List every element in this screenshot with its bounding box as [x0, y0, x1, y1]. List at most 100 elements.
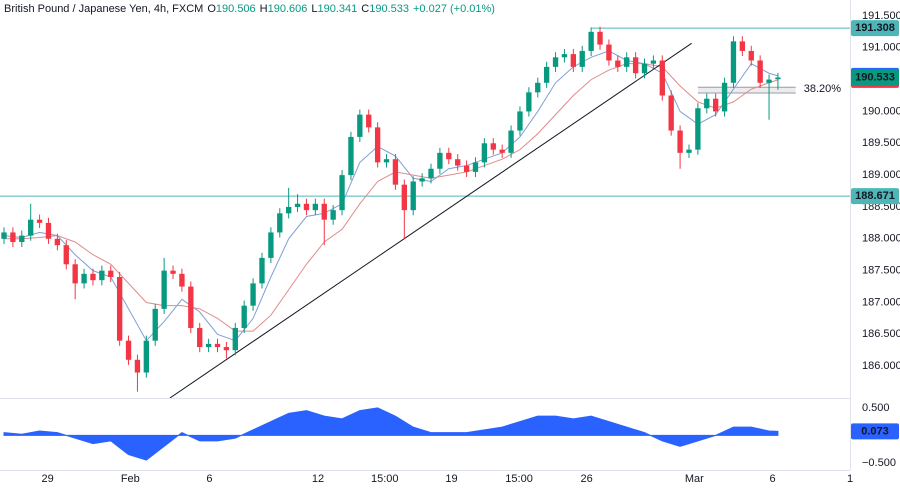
y-tick-label: 191.500	[862, 10, 900, 22]
candle-body	[677, 130, 683, 153]
candle-body	[72, 264, 78, 284]
candle-body	[197, 327, 203, 348]
candle-body	[650, 60, 657, 64]
y-tick-label: 186.000	[862, 360, 900, 372]
candle-body	[134, 359, 141, 373]
osc-badge	[851, 423, 899, 440]
candle-body	[277, 213, 283, 233]
candle-body	[19, 235, 25, 242]
trendline	[169, 42, 692, 398]
ohlc-value: 190.533	[369, 3, 409, 15]
candle-body	[232, 327, 238, 351]
candle-body	[357, 114, 363, 137]
candle-body	[170, 270, 176, 274]
ohlc-value: 190.606	[268, 3, 308, 15]
candle-body	[713, 98, 719, 112]
candle-body	[152, 308, 158, 341]
candle-body	[686, 149, 692, 153]
candle-body	[632, 57, 639, 74]
candle-body	[410, 181, 416, 211]
candle-body	[437, 152, 443, 169]
oscillator-area	[3, 407, 779, 461]
y-tick-label: 189.500	[862, 137, 900, 149]
price-badge-label: 188.671	[855, 190, 895, 202]
candle-body	[366, 114, 372, 128]
x-tick-label: 1	[847, 473, 853, 485]
axes: 29 Feb 6 12 15:00 19 15:00 26 Mar 6 1 186.000 186.50…	[41, 10, 900, 485]
candle-body	[659, 60, 665, 96]
candle-body	[294, 203, 301, 207]
candle-body	[570, 54, 577, 67]
ohlc-value: 190.341	[318, 3, 358, 15]
osc-tick-label: 0.500	[862, 402, 890, 414]
candle-body	[63, 245, 69, 265]
candle-body	[455, 159, 461, 166]
candle-body	[45, 222, 52, 239]
x-tick-label: 12	[312, 473, 324, 485]
x-tick-label: 6	[770, 473, 776, 485]
candle-body	[28, 219, 34, 236]
change: +0.027 (+0.01%)	[413, 3, 495, 15]
candle-body	[143, 340, 150, 373]
header: British Pound / Japanese Yen, 4h, FXCM O1…	[4, 3, 495, 15]
price-badge-label: 191.308	[855, 22, 895, 34]
osc-badge-label: 0.073	[861, 425, 889, 437]
candle-body	[606, 44, 612, 61]
x-tick-label: 15:00	[371, 473, 399, 485]
y-tick-label: 190.000	[862, 105, 900, 117]
candle-body	[54, 238, 61, 246]
x-tick-label: 15:00	[505, 473, 533, 485]
candle-body	[463, 165, 470, 172]
oscillator-pane	[3, 407, 779, 461]
candle-body	[668, 95, 674, 131]
candle-body	[125, 340, 132, 360]
ohlc-key: O	[207, 3, 216, 15]
price-badge-label: 190.533	[855, 71, 895, 83]
candle-body	[312, 203, 319, 211]
candle-body	[374, 127, 381, 163]
y-tick-label: 187.000	[862, 296, 900, 308]
candle-body	[624, 57, 630, 67]
candle-body	[481, 143, 488, 163]
candle-body	[757, 60, 763, 83]
candle-body	[490, 143, 496, 150]
candle-body	[339, 175, 345, 211]
candle-body	[250, 283, 256, 306]
price-badge	[851, 69, 899, 86]
candle-body	[116, 277, 123, 341]
candle-body	[99, 270, 105, 281]
x-tick-label: Mar	[685, 473, 704, 485]
fib-label: 38.20%	[804, 83, 842, 95]
candle-body	[704, 98, 710, 109]
candle-body	[739, 41, 746, 51]
candle-body	[428, 168, 434, 179]
candle-body	[108, 270, 114, 278]
osc-tick-label: −0.500	[862, 457, 896, 469]
candle-body	[775, 77, 781, 80]
candle-body	[223, 347, 230, 351]
candle-body	[499, 149, 505, 153]
candle-body	[188, 286, 194, 328]
candle-body	[1, 232, 7, 239]
candle-body	[615, 60, 621, 67]
candle-body	[579, 50, 585, 67]
y-tick-label: 187.500	[862, 265, 900, 277]
candle-body	[526, 92, 532, 112]
ohlc-key: C	[361, 3, 369, 15]
candle-body	[730, 41, 737, 83]
price-badge	[851, 188, 899, 205]
candle-body	[330, 210, 336, 220]
candle-body	[205, 343, 212, 348]
candle-body	[561, 54, 568, 58]
candle-body	[10, 232, 16, 242]
candle-body	[517, 111, 523, 131]
candle-body	[286, 206, 292, 214]
candle-body	[214, 343, 221, 348]
x-tick-label: 6	[206, 473, 212, 485]
candle-body	[179, 273, 185, 287]
x-tick-label: 29	[41, 473, 53, 485]
candle-body	[597, 31, 603, 45]
